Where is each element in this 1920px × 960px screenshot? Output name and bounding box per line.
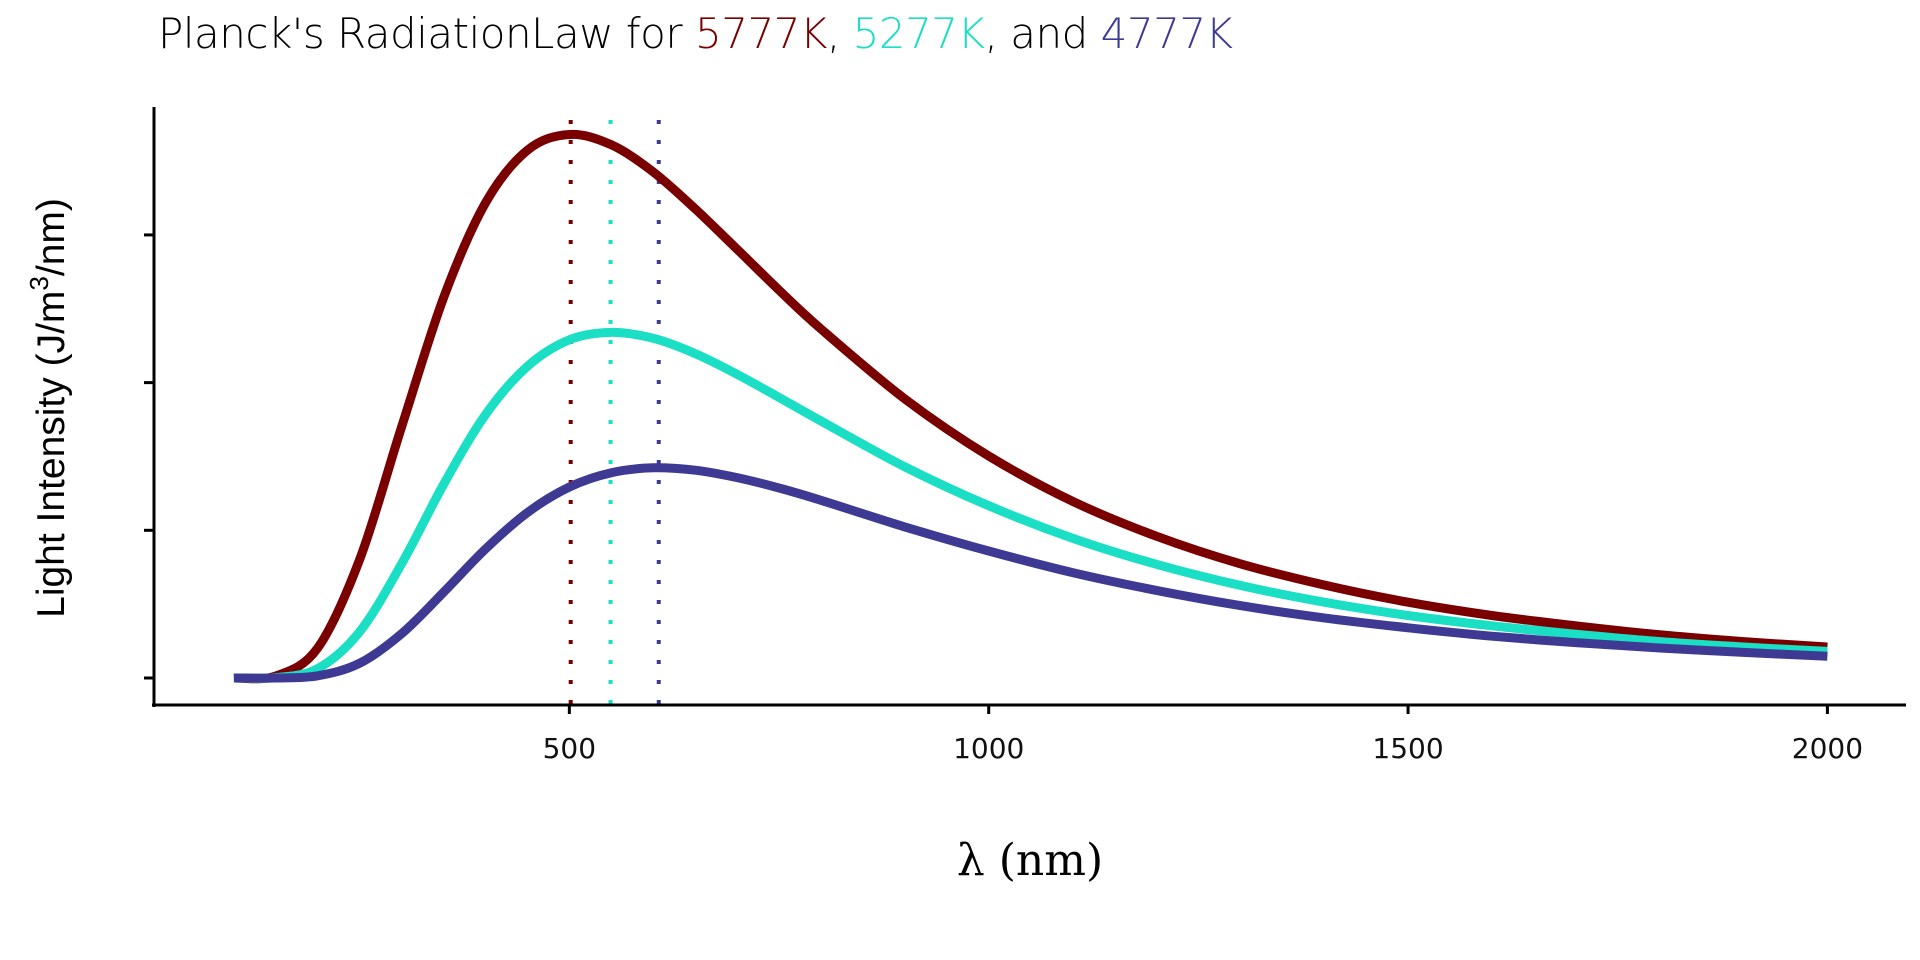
y-axis-label: Light Intensity (J/m3/nm) xyxy=(24,198,73,618)
title-segment-2: , xyxy=(827,9,853,58)
chart-title: Planck's RadiationLaw for 5777K, 5277K, … xyxy=(158,9,1234,58)
title-segment-5: 4777K xyxy=(1101,9,1234,58)
series-line-5277K xyxy=(233,327,1828,683)
title-segment-1: 5777K xyxy=(695,9,828,58)
y-axis-label-superscript: 3 xyxy=(24,276,54,290)
title-segment-4: , and xyxy=(985,9,1101,58)
x-tick-label-1500: 1500 xyxy=(1372,732,1443,765)
series-line-5777K xyxy=(233,129,1828,684)
x-tick-label-1000: 1000 xyxy=(953,732,1024,765)
series-lines xyxy=(233,129,1828,684)
x-tick-label-2000: 2000 xyxy=(1792,732,1863,765)
x-ticks: 500 1000 1500 2000 xyxy=(543,705,1863,765)
title-segment-0: Planck's RadiationLaw for xyxy=(158,9,695,58)
y-axis-label-tail: /nm) xyxy=(30,198,73,276)
y-ticks xyxy=(144,233,154,680)
title-segment-3: 5277K xyxy=(853,9,986,58)
series-line-4777K xyxy=(233,463,1828,683)
x-axis-label: λ (nm) xyxy=(957,835,1103,886)
y-axis-label-main: Light Intensity (J/m xyxy=(30,291,73,618)
peak-lines xyxy=(568,120,661,705)
x-tick-label-500: 500 xyxy=(543,732,596,765)
